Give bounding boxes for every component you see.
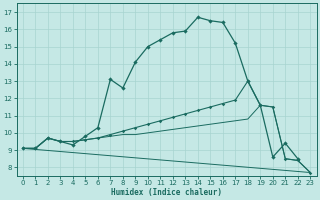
X-axis label: Humidex (Indice chaleur): Humidex (Indice chaleur) [111, 188, 222, 197]
